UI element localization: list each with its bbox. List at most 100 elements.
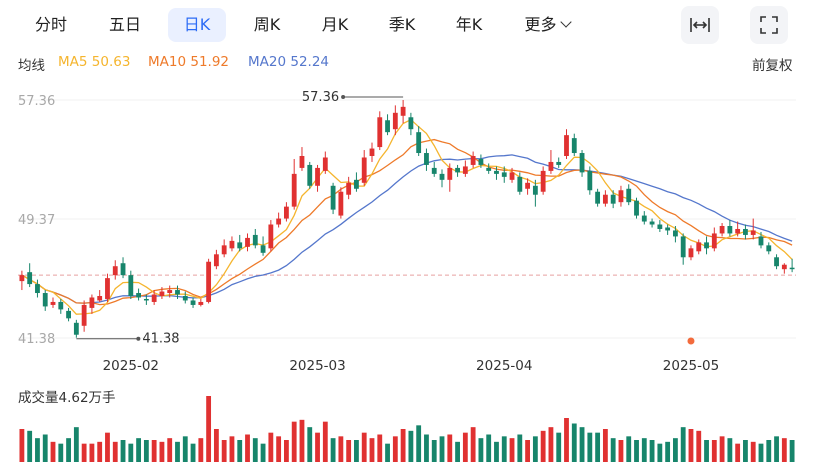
volume-bar (159, 441, 165, 462)
volume-bar (595, 432, 601, 462)
candle (781, 263, 787, 274)
candle (766, 242, 772, 255)
candle (431, 161, 437, 177)
candle (408, 112, 414, 136)
candle (462, 160, 468, 177)
candle (283, 202, 289, 222)
candle (42, 290, 48, 311)
tab-monthly-k[interactable]: 月K (321, 15, 349, 34)
candle (315, 164, 320, 192)
candle (727, 220, 733, 237)
volume-bar (151, 440, 157, 462)
volume-bar (704, 440, 709, 462)
candle (143, 294, 149, 305)
candle (260, 236, 266, 256)
tab-five-day[interactable]: 五日 (108, 15, 141, 34)
candle (66, 307, 71, 322)
candle (58, 298, 64, 314)
candle (711, 227, 717, 252)
volume-bar (167, 438, 173, 462)
volume-bar (665, 441, 671, 462)
candle (665, 224, 671, 235)
volume-bar (66, 438, 71, 462)
volume-bar (431, 440, 437, 462)
candle (136, 288, 142, 301)
ma10-value: MA10 51.92 (148, 54, 229, 70)
candle (175, 285, 180, 299)
candle (35, 279, 40, 298)
volume-bar (128, 443, 134, 462)
y-axis-label: 57.36 (18, 94, 55, 109)
candle (237, 234, 243, 252)
candle (151, 290, 157, 305)
candle (626, 184, 632, 206)
candle (81, 300, 87, 332)
volume-bar (672, 438, 678, 462)
volume-bar (462, 432, 468, 462)
tab-weekly-k[interactable]: 周K (253, 15, 281, 34)
horizontal-expand-button[interactable] (681, 6, 719, 44)
volume-bar (587, 432, 593, 462)
candle (789, 258, 795, 273)
tab-quarterly-k[interactable]: 季K (388, 15, 416, 34)
ma20-line (21, 154, 793, 304)
volume-bar (392, 436, 398, 462)
ma20-value: MA20 52.24 (248, 54, 329, 70)
ma10-line (21, 138, 793, 306)
candle (361, 150, 367, 186)
volume-bar (649, 440, 655, 462)
volume-bar (198, 438, 204, 462)
volume-bar (346, 440, 352, 462)
volume-bar (517, 434, 523, 462)
ma-label: 均线 (18, 58, 45, 74)
max-price-annotation: 57.36 (302, 90, 404, 105)
volume-bar (245, 434, 250, 462)
event-marker-dot (687, 337, 695, 345)
tab-intraday[interactable]: 分时 (34, 15, 67, 34)
candle (758, 231, 764, 249)
candle (470, 151, 476, 168)
fullscreen-button[interactable] (750, 6, 788, 44)
tab-yearly-k[interactable]: 年K (455, 15, 483, 34)
candle (245, 233, 250, 252)
candle (27, 263, 33, 288)
volume-bar (470, 427, 476, 462)
candle (525, 178, 531, 195)
tab-more[interactable]: 更多 (516, 8, 578, 42)
volume-bar (143, 440, 149, 462)
volume-bar (190, 443, 196, 462)
price-adjust-toggle[interactable]: 前复权 (752, 58, 793, 74)
candle (89, 294, 95, 314)
candle (190, 297, 196, 308)
volume-bar (564, 418, 569, 462)
volume-bar (237, 440, 243, 462)
candle (19, 270, 25, 291)
candle (221, 239, 227, 258)
candle (517, 172, 523, 195)
candle (540, 166, 546, 195)
tab-daily-k[interactable]: 日K (168, 8, 226, 42)
candle (688, 245, 694, 261)
candle (159, 287, 165, 299)
volume-bar (696, 430, 702, 462)
volume-bar (579, 427, 585, 462)
candle (750, 218, 756, 240)
candle (50, 297, 56, 308)
candle (322, 151, 328, 174)
candle (213, 249, 219, 270)
volume-bar (400, 429, 406, 462)
volume-bar (774, 436, 779, 462)
volume-bar (556, 432, 562, 462)
volume-bar (27, 430, 33, 462)
candle (509, 167, 515, 183)
volume-bar (688, 429, 694, 462)
ma5-line (21, 118, 793, 315)
candle (447, 163, 453, 192)
volume-bar (408, 430, 414, 462)
volume-bar (229, 436, 235, 462)
candle (276, 212, 282, 228)
candle (556, 157, 562, 168)
candle (206, 258, 212, 304)
candle (268, 220, 274, 252)
